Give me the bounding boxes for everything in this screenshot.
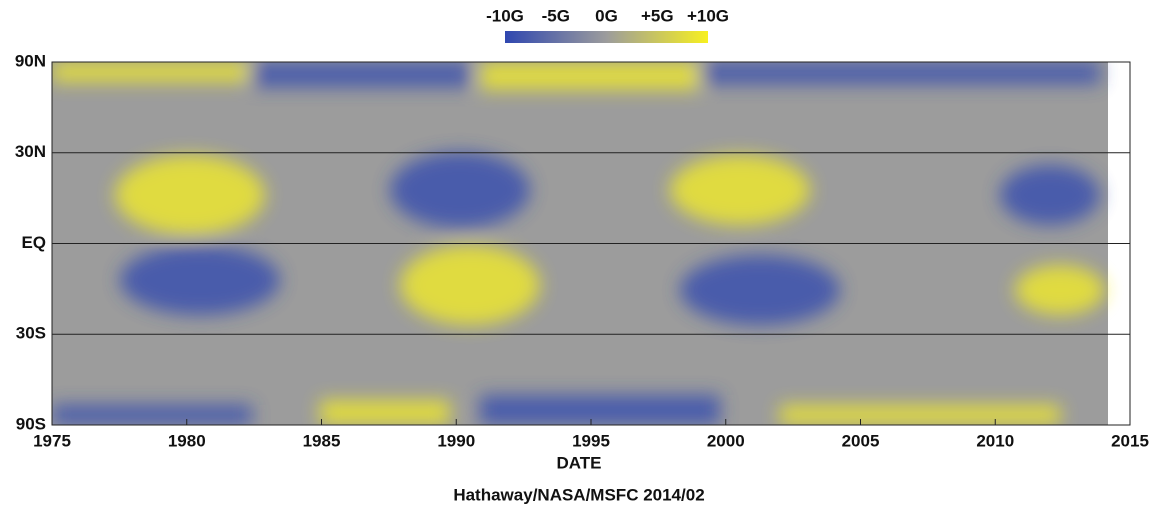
- y-tick-label: EQ: [21, 233, 46, 252]
- x-tick-label: 1975: [33, 431, 71, 450]
- colorbar-tick-label: +10G: [687, 6, 729, 25]
- x-tick-label: 2010: [976, 431, 1014, 450]
- y-tick-label: 90N: [15, 51, 46, 70]
- colorbar-tick-label: 0G: [595, 6, 618, 25]
- colorbar: [505, 31, 708, 43]
- y-tick-label: 30S: [16, 324, 46, 343]
- colorbar-tick-label: -5G: [542, 6, 570, 25]
- field-pattern: [52, 62, 1105, 425]
- colorbar-tick-label: +5G: [641, 6, 674, 25]
- x-tick-label: 1995: [572, 431, 610, 450]
- x-tick-label: 1990: [437, 431, 475, 450]
- y-tick-label: 30N: [15, 142, 46, 161]
- x-tick-label: 2015: [1111, 431, 1149, 450]
- credit: Hathaway/NASA/MSFC 2014/02: [453, 485, 704, 504]
- x-tick-label: 1980: [168, 431, 206, 450]
- x-tick-label: 2000: [707, 431, 745, 450]
- x-tick-label: 2005: [842, 431, 880, 450]
- x-tick-label: 1985: [303, 431, 341, 450]
- y-tick-label: 90S: [16, 414, 46, 433]
- colorbar-tick-label: -10G: [486, 6, 524, 25]
- x-axis-label: DATE: [556, 453, 601, 472]
